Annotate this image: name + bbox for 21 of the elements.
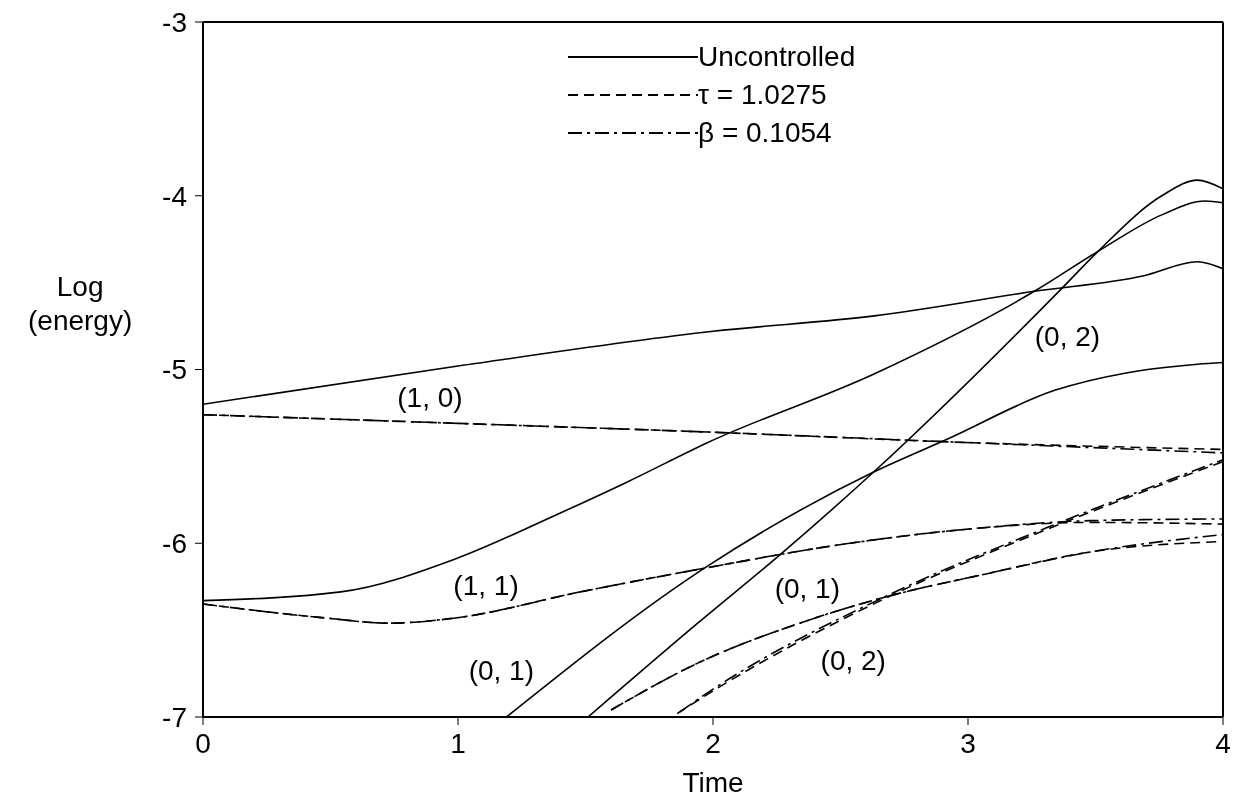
- y-tick-label: -5: [162, 354, 187, 386]
- x-tick-label: 4: [1215, 727, 1231, 759]
- y-tick-label: -4: [162, 180, 187, 212]
- x-tick-label: 3: [960, 727, 976, 759]
- x-tick-label: 0: [195, 727, 211, 759]
- y-axis-title: Log (energy): [28, 270, 133, 338]
- y-tick-label: -7: [162, 701, 187, 733]
- annotation: (1, 0): [397, 382, 463, 414]
- x-tick-label: 2: [705, 727, 721, 759]
- y-tick-label: -6: [162, 528, 187, 560]
- annotation: (0, 1): [774, 573, 841, 605]
- legend-label: Uncontrolled: [698, 41, 856, 73]
- annotation: (0, 2): [820, 644, 886, 676]
- x-tick-label: 1: [450, 727, 466, 759]
- annotation: (1, 1): [453, 569, 519, 601]
- annotation: (0, 1): [468, 655, 535, 687]
- legend-label: τ = 1.0275: [698, 79, 827, 111]
- legend-label: β = 0.1054: [698, 117, 832, 149]
- x-axis-title: Time: [682, 767, 744, 798]
- y-tick-label: -3: [162, 6, 187, 38]
- annotation: (0, 2): [1034, 321, 1101, 353]
